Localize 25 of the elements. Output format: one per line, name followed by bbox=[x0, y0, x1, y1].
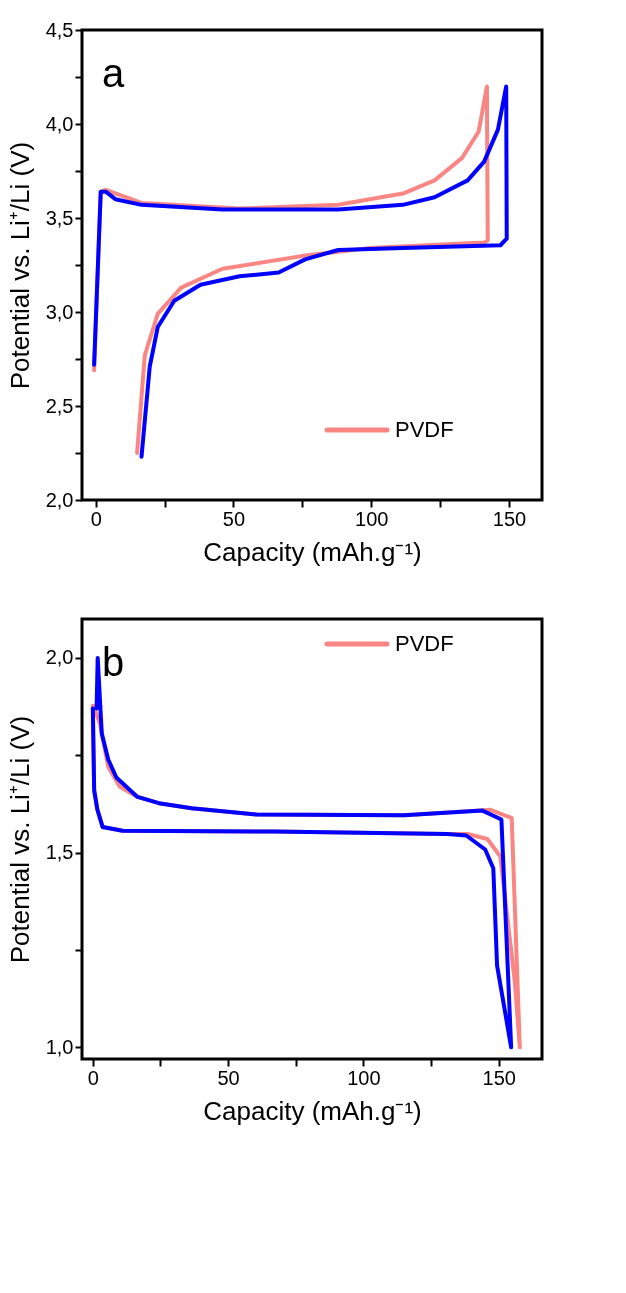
x-tick-label: 100 bbox=[347, 1066, 381, 1089]
x-tick-label: 100 bbox=[355, 507, 389, 530]
x-axis-title: Capacity (mAh.g⁻¹) bbox=[203, 1095, 422, 1126]
y-tick-label: 2,0 bbox=[45, 646, 74, 669]
legend-label: PVDF bbox=[395, 417, 454, 442]
y-tick-label: 3,5 bbox=[45, 206, 74, 229]
annotation: b bbox=[102, 640, 125, 684]
y-tick-label: 2,5 bbox=[45, 394, 74, 417]
y-tick-label: 3,0 bbox=[45, 300, 74, 323]
x-axis-title: Capacity (mAh.g⁻¹) bbox=[203, 536, 422, 567]
legend-label: PVDF bbox=[395, 631, 454, 656]
x-tick-label: 50 bbox=[222, 507, 246, 530]
y-tick-label: 1,5 bbox=[45, 841, 74, 864]
y-tick-label: 1,0 bbox=[45, 1035, 74, 1058]
y-axis-title: Potential vs. Li⁺/Li (V) bbox=[4, 715, 35, 964]
x-tick-label: 150 bbox=[492, 507, 527, 530]
x-tick-label: 0 bbox=[90, 507, 102, 530]
annotation: a bbox=[102, 51, 125, 95]
y-axis-title: Potential vs. Li⁺/Li (V) bbox=[4, 141, 35, 390]
y-tick-label: 4,5 bbox=[45, 18, 74, 41]
y-tick-label: 4,0 bbox=[45, 112, 74, 135]
x-tick-label: 50 bbox=[217, 1066, 240, 1089]
y-tick-label: 2,0 bbox=[45, 488, 74, 511]
x-tick-label: 150 bbox=[482, 1066, 516, 1089]
x-tick-label: 0 bbox=[87, 1066, 99, 1089]
